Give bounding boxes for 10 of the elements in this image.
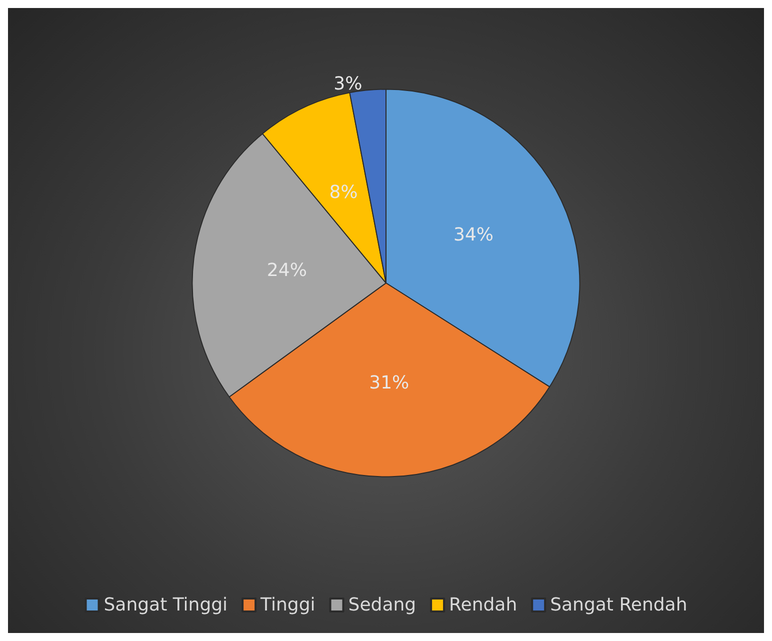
legend-label: Sangat Rendah <box>550 594 688 616</box>
legend-label: Tinggi <box>260 594 316 616</box>
data-label: 34% <box>454 224 494 246</box>
legend-label: Sedang <box>348 594 416 616</box>
data-label: 24% <box>266 260 307 281</box>
legend-label: Sangat Tinggi <box>104 594 228 616</box>
data-label: 8% <box>329 182 358 204</box>
legend-label: Rendah <box>449 594 518 616</box>
data-label: 31% <box>369 372 410 394</box>
data-label: 3% <box>334 74 362 95</box>
